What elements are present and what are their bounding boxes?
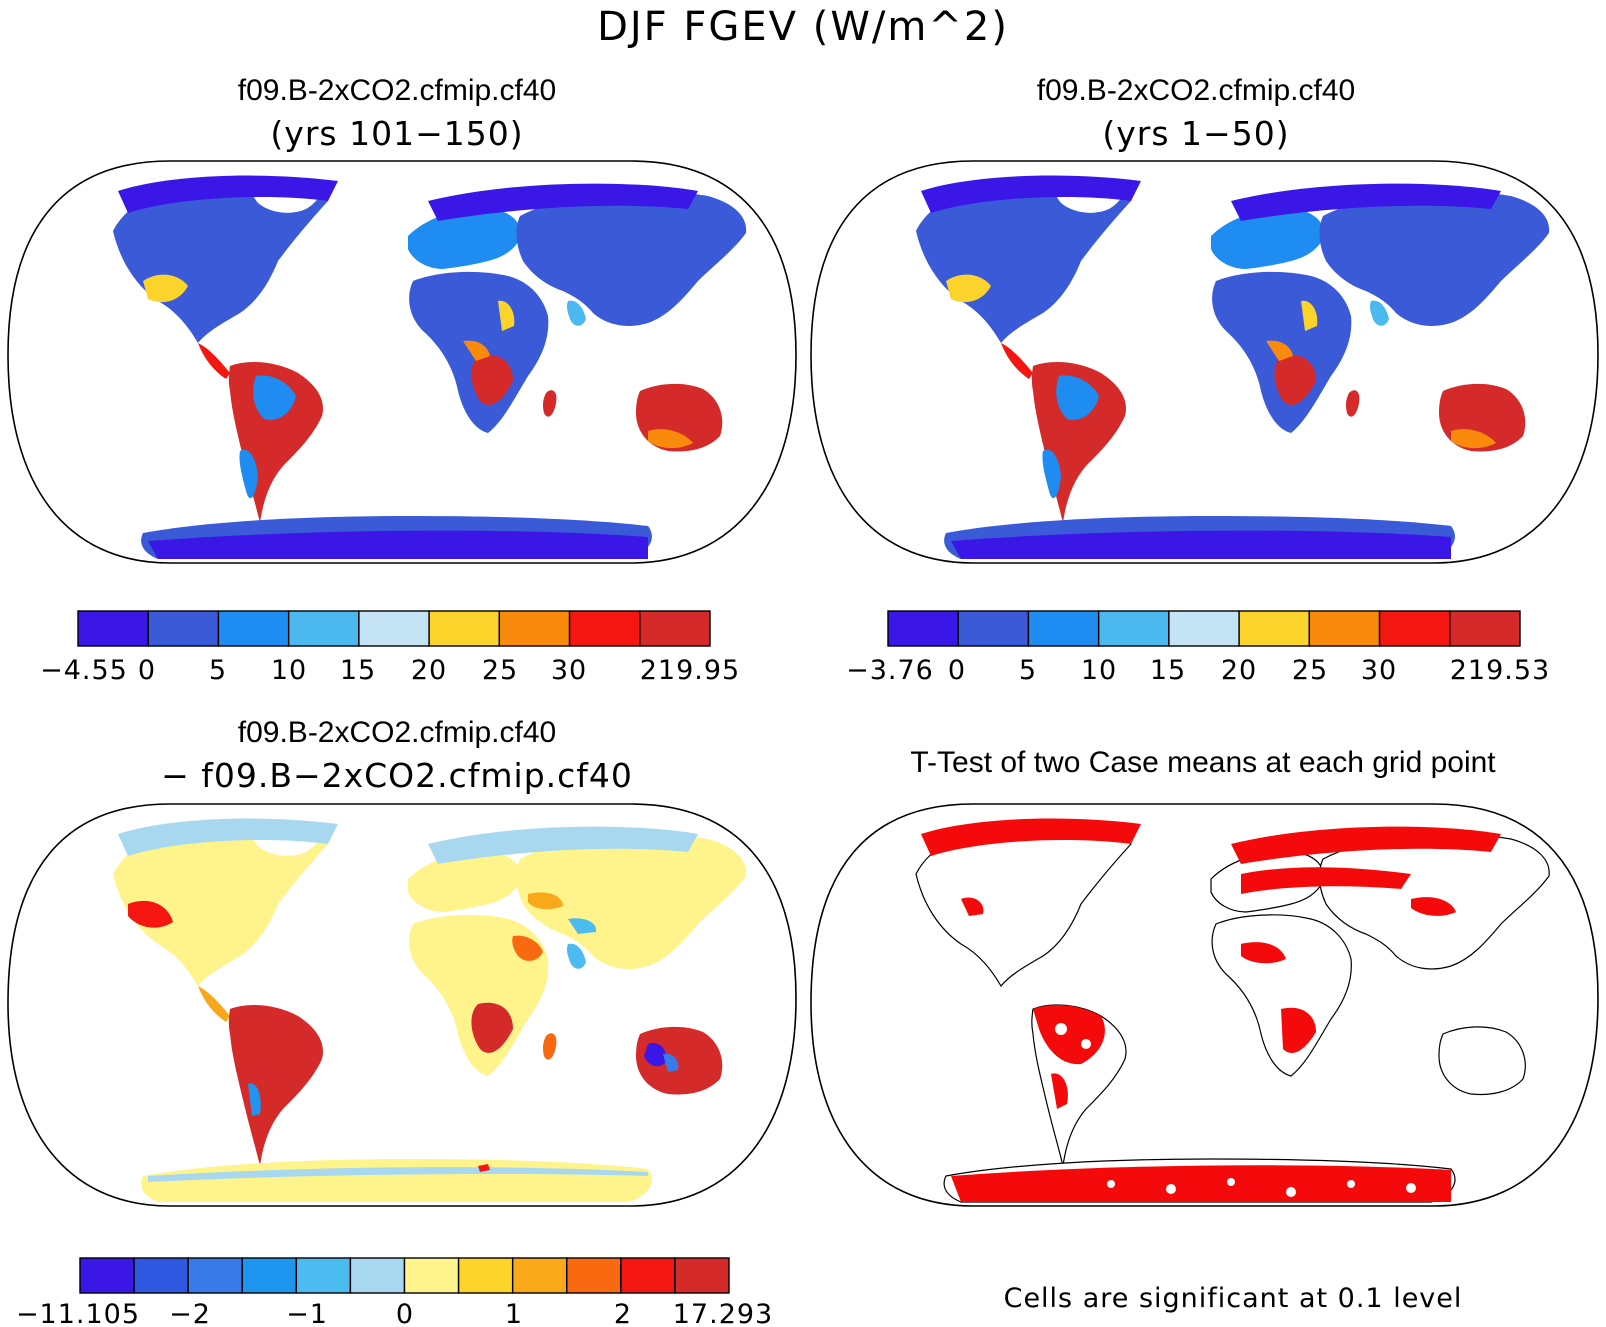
colorbar-case2-swatch [1097, 610, 1170, 647]
map-ttest-field [915, 818, 1550, 1203]
map-ttest-border [810, 803, 1599, 1207]
colorbar-case1-tick-label: 25 [482, 655, 518, 686]
colorbar-diff-swatch [457, 1257, 514, 1294]
colorbar-diff-swatch [133, 1257, 189, 1294]
colorbar-case2-swatch [1027, 610, 1100, 647]
colorbar-diff-swatch [349, 1257, 406, 1294]
colorbar-case2-tick-label: 20 [1221, 655, 1257, 686]
map-case1-field [113, 175, 747, 559]
map-case2-border [810, 160, 1599, 564]
panel-case2-subtitle: (yrs 1−50) [1102, 114, 1289, 153]
colorbar-diff-swatch [674, 1257, 730, 1294]
panel-ttest-title: T-Test of two Case means at each grid po… [910, 746, 1496, 779]
map-diff-border [7, 803, 797, 1207]
colorbar-case1-tick-label: −4.55 [40, 655, 128, 686]
colorbar-case1-tick-label: 5 [209, 655, 227, 686]
colorbar-case1-tick-label: 20 [411, 655, 447, 686]
colorbar-case1-tick-label: 30 [551, 655, 587, 686]
map-ttest [810, 803, 1599, 1207]
panel-diff-title: f09.B-2xCO2.cfmip.cf40 [238, 716, 556, 749]
colorbar-case1-swatch [217, 610, 290, 647]
colorbar-case1: −4.55 0 5 10 15 20 25 30 219.95 [40, 610, 740, 686]
colorbar-case2-tick-label: 219.53 [1450, 655, 1550, 686]
colorbar-case2-swatch [1168, 610, 1240, 647]
panel-ttest: T-Test of two Case means at each grid po… [810, 746, 1599, 1314]
colorbar-case1-swatch [77, 610, 149, 647]
map-case1 [7, 160, 797, 564]
colorbar-case2-tick-label: 25 [1292, 655, 1328, 686]
map-case2-field [916, 175, 1550, 559]
colorbar-case1-swatch [498, 610, 571, 647]
colorbar-diff-swatch [620, 1257, 676, 1294]
colorbar-case2-tick-label: −3.76 [846, 655, 934, 686]
colorbar-case2-swatch [1238, 610, 1311, 647]
colorbar-diff-swatch [403, 1257, 460, 1294]
colorbar-case1-swatch [147, 610, 220, 647]
colorbar-case2: −3.76 0 5 10 15 20 25 30 219.53 [846, 610, 1550, 686]
panel-case1: f09.B-2xCO2.cfmip.cf40 (yrs 101−150) [7, 74, 797, 686]
colorbar-case1-tick-label: 15 [340, 655, 376, 686]
colorbar-diff-swatch [511, 1257, 568, 1294]
panel-diff: f09.B-2xCO2.cfmip.cf40 − f09.B−2xCO2.cfm… [7, 716, 797, 1327]
map-case2 [810, 160, 1599, 564]
colorbar-case1-swatch [358, 610, 430, 647]
colorbar-case1-tick-label: 219.95 [640, 655, 740, 686]
colorbar-case2-swatch [957, 610, 1030, 647]
panel-ttest-footer: Cells are significant at 0.1 level [1004, 1283, 1463, 1314]
colorbar-diff-swatch [295, 1257, 352, 1294]
panel-case1-title: f09.B-2xCO2.cfmip.cf40 [238, 74, 556, 107]
colorbar-diff-swatch [566, 1257, 622, 1294]
panel-case2-title: f09.B-2xCO2.cfmip.cf40 [1037, 74, 1355, 107]
colorbar-case1-swatch [428, 610, 501, 647]
colorbar-case1-swatch [568, 610, 641, 647]
panel-diff-subtitle: − f09.B−2xCO2.cfmip.cf40 [161, 756, 633, 795]
colorbar-case2-tick-label: 5 [1019, 655, 1037, 686]
colorbar-diff-tick-label: 2 [614, 1299, 632, 1327]
colorbar-diff-tick-label: 17.293 [673, 1299, 773, 1327]
colorbar-case2-swatch [1449, 610, 1521, 647]
colorbar-diff-swatch [187, 1257, 243, 1294]
colorbar-diff-swatch [241, 1257, 298, 1294]
figure-title: DJF FGEV (W/m^2) [597, 4, 1009, 50]
colorbar-case2-tick-label: 15 [1150, 655, 1186, 686]
colorbar-case1-tick-label: 10 [271, 655, 307, 686]
colorbar-diff-tick-label: −2 [169, 1299, 211, 1327]
colorbar-case1-swatch [639, 610, 711, 647]
map-diff [7, 803, 797, 1207]
colorbar-case2-swatch [1308, 610, 1381, 647]
panel-case1-subtitle: (yrs 101−150) [270, 114, 523, 153]
colorbar-diff-tick-label: 1 [505, 1299, 523, 1327]
map-diff-field [113, 818, 747, 1202]
colorbar-case1-swatch [287, 610, 360, 647]
colorbar-case2-tick-label: 30 [1361, 655, 1397, 686]
colorbar-diff-tick-label: 0 [396, 1299, 414, 1327]
panel-case2: f09.B-2xCO2.cfmip.cf40 (yrs 1−50) [810, 74, 1599, 686]
colorbar-diff: −11.105 −2 −1 0 1 2 17.293 [16, 1257, 773, 1327]
colorbar-diff-tick-label: −1 [286, 1299, 328, 1327]
colorbar-case1-tick-label: 0 [138, 655, 156, 686]
colorbar-case2-tick-label: 0 [948, 655, 966, 686]
map-case1-border [7, 160, 797, 564]
colorbar-case2-swatch [1378, 610, 1451, 647]
colorbar-diff-swatch [79, 1257, 135, 1294]
colorbar-case2-swatch [887, 610, 959, 647]
colorbar-diff-tick-label: −11.105 [16, 1299, 140, 1327]
colorbar-case2-tick-label: 10 [1081, 655, 1117, 686]
